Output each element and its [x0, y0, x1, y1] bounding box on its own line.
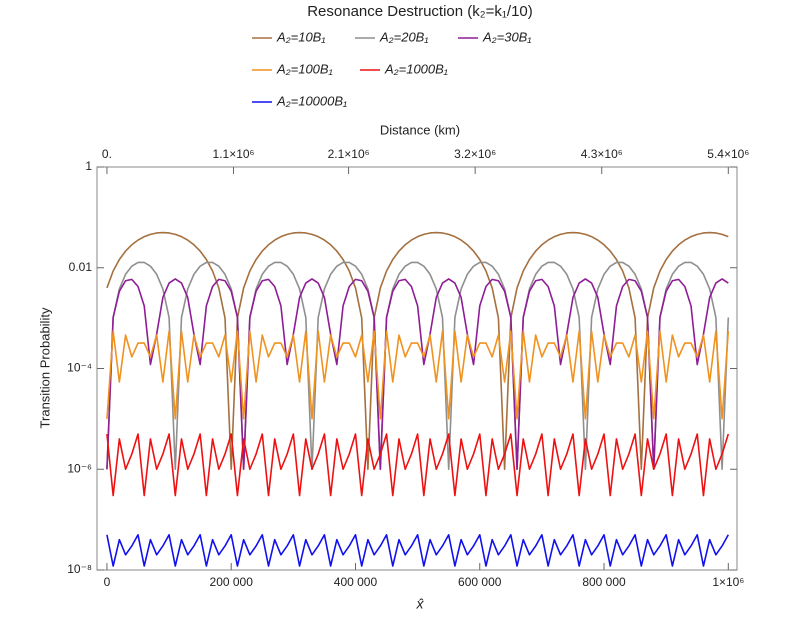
series-line	[106, 231, 729, 471]
x-tick-label: 400 000	[334, 575, 378, 589]
x-axis-label: x̂	[416, 596, 425, 612]
chart-title: Resonance Destruction (k₂=k₁/10)	[307, 3, 533, 20]
y-axis-label: Transition Probability	[37, 307, 52, 428]
series-line	[106, 278, 729, 471]
x-tick-label: 200 000	[210, 575, 254, 589]
series-line	[106, 330, 730, 420]
x2-tick-label: 5.4×10⁶	[707, 147, 749, 161]
x-tick-label: 0	[104, 575, 111, 589]
x-tick-label: 800 000	[582, 575, 626, 589]
plot-lines	[106, 231, 730, 567]
y-tick-label: 10⁻⁸	[67, 562, 92, 576]
x2-tick-label: 1.1×10⁶	[213, 147, 255, 161]
plot-frame	[96, 166, 738, 571]
legend-label: A₂=20B₁	[379, 29, 428, 44]
x2-tick-label: 0.	[102, 147, 112, 161]
series-line	[106, 261, 730, 471]
y-tick-label: 10⁻⁴	[67, 361, 92, 375]
legend-label: A₂=100B₁	[276, 61, 333, 76]
y-tick-label: 1	[85, 159, 92, 173]
legend-label: A₂=10B₁	[276, 29, 325, 44]
series-line	[106, 433, 730, 497]
y-tick-label: 0.01	[69, 260, 93, 274]
legend-label: A₂=1000B₁	[384, 61, 448, 76]
x2-tick-label: 2.1×10⁶	[328, 147, 370, 161]
legend-label: A₂=30B₁	[482, 29, 531, 44]
x-tick-label: 600 000	[458, 575, 502, 589]
x2-tick-label: 3.2×10⁶	[454, 147, 496, 161]
y-tick-label: 10⁻⁶	[67, 461, 92, 475]
legend-label: A₂=10000B₁	[276, 93, 347, 108]
series-line	[106, 533, 729, 567]
x-tick-label: 1×10⁶	[712, 575, 744, 589]
x2-tick-label: 4.3×10⁶	[581, 147, 623, 161]
x2-axis-label: Distance (km)	[380, 122, 460, 137]
